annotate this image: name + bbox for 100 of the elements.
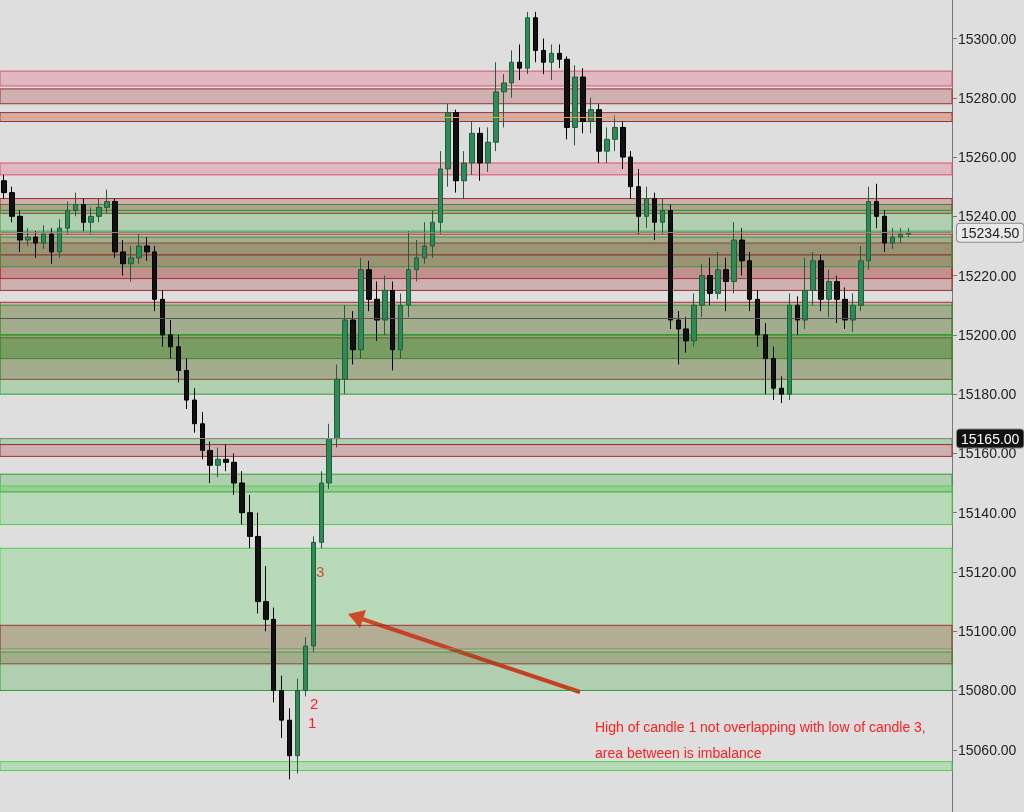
annotation: 3 xyxy=(316,562,325,580)
candlestick xyxy=(366,260,372,312)
candlestick xyxy=(874,183,879,229)
y-tick-label: 15200.00 xyxy=(958,326,1017,343)
candlestick xyxy=(588,97,594,134)
annotation: High of candle 1 not overlapping with low of candle 3, area between is imbalance xyxy=(595,719,930,761)
candlestick xyxy=(707,257,713,306)
candlestick xyxy=(898,227,903,244)
candlestick xyxy=(342,304,348,395)
candlestick xyxy=(73,192,78,217)
candlestick xyxy=(247,494,253,549)
candlestick xyxy=(287,707,292,780)
candlestick xyxy=(564,55,570,140)
candlestick xyxy=(176,334,181,383)
candlestick xyxy=(469,121,475,176)
candlestick xyxy=(810,251,816,306)
candlestick xyxy=(1,174,7,200)
candlestick xyxy=(160,289,165,348)
candlestick xyxy=(334,364,340,448)
candlestick xyxy=(787,292,792,401)
candlestick xyxy=(628,150,633,200)
candlestick xyxy=(215,446,221,478)
candlestick xyxy=(485,126,491,173)
candlestick xyxy=(882,209,887,253)
candlestick xyxy=(41,224,46,250)
candlestick xyxy=(866,186,871,271)
candlestick xyxy=(184,358,189,410)
candlestick xyxy=(104,189,110,214)
candlestick xyxy=(676,310,681,366)
candlestick xyxy=(144,236,150,262)
y-tick-label: 15060.00 xyxy=(958,741,1017,758)
annotation: 2 xyxy=(310,694,319,712)
candlestick xyxy=(557,43,562,69)
candlestick xyxy=(604,126,610,164)
candlestick xyxy=(319,470,324,549)
candlestick xyxy=(390,281,395,371)
candlestick xyxy=(271,607,276,703)
candlestick xyxy=(723,257,729,312)
candlestick xyxy=(57,218,62,259)
candlestick xyxy=(683,316,689,354)
candlestick xyxy=(152,245,157,312)
candlestick xyxy=(779,375,784,404)
candlestick xyxy=(771,346,776,401)
candlestick xyxy=(326,423,332,490)
candlestick xyxy=(477,126,483,182)
candlestick xyxy=(207,441,213,484)
y-tick-label: 15280.00 xyxy=(958,89,1017,106)
y-tick-label: 15300.00 xyxy=(958,30,1017,47)
candlestick xyxy=(842,286,848,330)
candlestick xyxy=(652,192,657,241)
candlestick xyxy=(231,452,237,496)
y-tick-label: 15160.00 xyxy=(958,445,1017,462)
candlestick xyxy=(612,115,618,152)
candlestick xyxy=(192,387,197,434)
candlestick xyxy=(453,109,459,194)
candlestick xyxy=(81,198,86,232)
candlestick xyxy=(747,251,752,312)
candlestick xyxy=(509,49,514,99)
candlestick xyxy=(128,245,134,283)
candlestick xyxy=(596,103,602,164)
candlestick xyxy=(533,11,538,63)
ref-line-label: 15165.00 xyxy=(961,430,1020,447)
candlestick xyxy=(112,198,118,259)
y-tick-label: 15120.00 xyxy=(958,563,1017,580)
candlestick xyxy=(620,121,626,170)
candlestick xyxy=(120,239,126,277)
candlestick xyxy=(461,150,467,200)
candlestick xyxy=(699,263,705,318)
candlestick xyxy=(398,292,403,360)
candlestick xyxy=(739,227,745,277)
candlestick xyxy=(239,470,245,526)
candlestick xyxy=(668,203,673,330)
candlestick xyxy=(96,198,102,223)
candlestick xyxy=(636,168,641,235)
candlestick xyxy=(906,227,911,238)
candlestick xyxy=(311,535,316,653)
candlestick xyxy=(549,43,554,81)
candlestick xyxy=(834,275,840,324)
candlestick xyxy=(88,206,94,235)
candlestick xyxy=(818,254,824,312)
candlestick xyxy=(525,11,530,75)
candlestick xyxy=(763,322,768,395)
candlestick xyxy=(890,227,895,250)
candlestick xyxy=(25,227,31,247)
candlestick xyxy=(382,275,388,336)
candlestick xyxy=(445,103,451,188)
annotation: 1 xyxy=(308,713,317,731)
candlestick xyxy=(580,67,586,134)
candlestick xyxy=(33,230,38,259)
y-tick-label: 15100.00 xyxy=(958,623,1017,640)
candlestick xyxy=(572,64,578,146)
candlestick xyxy=(168,319,173,360)
candlestick xyxy=(295,678,300,774)
candlestick xyxy=(691,292,697,348)
candlestick xyxy=(422,221,427,265)
candlestick xyxy=(501,73,507,128)
candlestick xyxy=(660,198,665,235)
ref-line-label: 15234.50 xyxy=(961,224,1020,241)
candlestick xyxy=(438,150,443,235)
candlestick xyxy=(263,565,269,632)
